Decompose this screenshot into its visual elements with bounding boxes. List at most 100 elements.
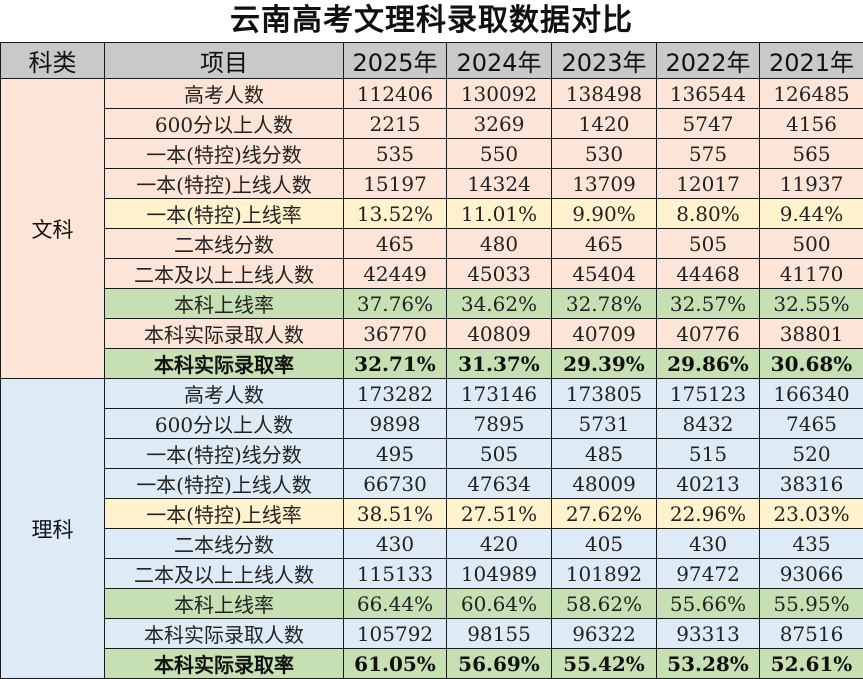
value-cell: 7895 xyxy=(447,409,552,439)
row-item-label: 一本(特控)上线人数 xyxy=(105,469,344,499)
value-cell: 550 xyxy=(447,139,552,169)
value-cell: 430 xyxy=(344,529,447,559)
value-cell: 38801 xyxy=(760,319,863,349)
value-cell: 175123 xyxy=(657,379,760,409)
value-cell: 40213 xyxy=(657,469,760,499)
header-row: 科类 项目 2025年 2024年 2023年 2022年 2021年 xyxy=(1,43,863,79)
value-cell: 42449 xyxy=(344,259,447,289)
value-cell: 52.61% xyxy=(760,649,863,679)
value-cell: 31.37% xyxy=(447,349,552,379)
value-cell: 130092 xyxy=(447,79,552,109)
value-cell: 47634 xyxy=(447,469,552,499)
value-cell: 38316 xyxy=(760,469,863,499)
value-cell: 11937 xyxy=(760,169,863,199)
value-cell: 505 xyxy=(447,439,552,469)
value-cell: 60.64% xyxy=(447,589,552,619)
value-cell: 8432 xyxy=(657,409,760,439)
value-cell: 44468 xyxy=(657,259,760,289)
value-cell: 173282 xyxy=(344,379,447,409)
value-cell: 9898 xyxy=(344,409,447,439)
row-item-label: 600分以上人数 xyxy=(105,409,344,439)
value-cell: 34.62% xyxy=(447,289,552,319)
value-cell: 14324 xyxy=(447,169,552,199)
row-item-label: 高考人数 xyxy=(105,379,344,409)
value-cell: 98155 xyxy=(447,619,552,649)
value-cell: 32.78% xyxy=(552,289,657,319)
header-year-2021: 2021年 xyxy=(760,43,863,79)
value-cell: 32.55% xyxy=(760,289,863,319)
value-cell: 56.69% xyxy=(447,649,552,679)
row-item-label: 二本及以上上线人数 xyxy=(105,259,344,289)
value-cell: 136544 xyxy=(657,79,760,109)
value-cell: 5731 xyxy=(552,409,657,439)
value-cell: 55.66% xyxy=(657,589,760,619)
value-cell: 55.42% xyxy=(552,649,657,679)
value-cell: 420 xyxy=(447,529,552,559)
value-cell: 40809 xyxy=(447,319,552,349)
row-item-label: 一本(特控)线分数 xyxy=(105,439,344,469)
value-cell: 405 xyxy=(552,529,657,559)
row-item-label: 二本线分数 xyxy=(105,229,344,259)
value-cell: 138498 xyxy=(552,79,657,109)
value-cell: 105792 xyxy=(344,619,447,649)
value-cell: 40709 xyxy=(552,319,657,349)
value-cell: 97472 xyxy=(657,559,760,589)
row-item-label: 本科上线率 xyxy=(105,289,344,319)
row-item-label: 本科上线率 xyxy=(105,589,344,619)
value-cell: 40776 xyxy=(657,319,760,349)
value-cell: 29.86% xyxy=(657,349,760,379)
value-cell: 505 xyxy=(657,229,760,259)
value-cell: 126485 xyxy=(760,79,863,109)
value-cell: 565 xyxy=(760,139,863,169)
value-cell: 15197 xyxy=(344,169,447,199)
value-cell: 45033 xyxy=(447,259,552,289)
value-cell: 29.39% xyxy=(552,349,657,379)
value-cell: 45404 xyxy=(552,259,657,289)
value-cell: 48009 xyxy=(552,469,657,499)
value-cell: 27.51% xyxy=(447,499,552,529)
value-cell: 37.76% xyxy=(344,289,447,319)
value-cell: 485 xyxy=(552,439,657,469)
value-cell: 515 xyxy=(657,439,760,469)
value-cell: 23.03% xyxy=(760,499,863,529)
value-cell: 2215 xyxy=(344,109,447,139)
row-item-label: 本科实际录取人数 xyxy=(105,619,344,649)
page-title: 云南高考文理科录取数据对比 xyxy=(0,0,863,42)
header-year-2024: 2024年 xyxy=(447,43,552,79)
value-cell: 7465 xyxy=(760,409,863,439)
value-cell: 4156 xyxy=(760,109,863,139)
value-cell: 41170 xyxy=(760,259,863,289)
value-cell: 11.01% xyxy=(447,199,552,229)
row-item-label: 二本线分数 xyxy=(105,529,344,559)
header-item: 项目 xyxy=(105,43,344,79)
row-item-label: 一本(特控)上线率 xyxy=(105,499,344,529)
value-cell: 53.28% xyxy=(657,649,760,679)
value-cell: 465 xyxy=(344,229,447,259)
value-cell: 495 xyxy=(344,439,447,469)
value-cell: 1420 xyxy=(552,109,657,139)
value-cell: 101892 xyxy=(552,559,657,589)
row-item-label: 600分以上人数 xyxy=(105,109,344,139)
value-cell: 112406 xyxy=(344,79,447,109)
value-cell: 12017 xyxy=(657,169,760,199)
value-cell: 530 xyxy=(552,139,657,169)
value-cell: 58.62% xyxy=(552,589,657,619)
value-cell: 55.95% xyxy=(760,589,863,619)
row-item-label: 一本(特控)上线人数 xyxy=(105,169,344,199)
value-cell: 465 xyxy=(552,229,657,259)
value-cell: 96322 xyxy=(552,619,657,649)
value-cell: 430 xyxy=(657,529,760,559)
value-cell: 8.80% xyxy=(657,199,760,229)
